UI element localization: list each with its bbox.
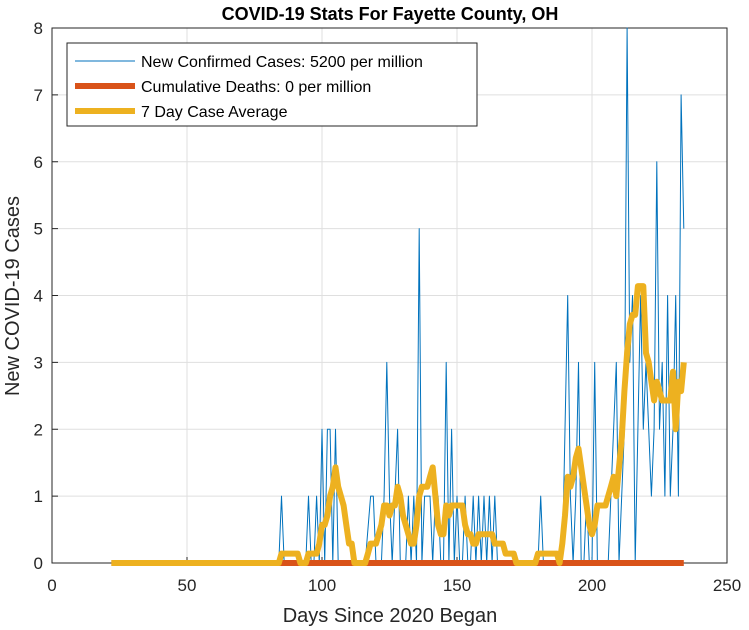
axis-ticks: 0 50 100 150 200 250 0 1 2 3 4 5 6 7 8 bbox=[34, 19, 742, 595]
x-tick-label: 50 bbox=[178, 576, 197, 595]
y-axis-label: New COVID-19 Cases bbox=[2, 196, 24, 396]
x-tick-label: 100 bbox=[308, 576, 336, 595]
x-tick-label: 200 bbox=[578, 576, 606, 595]
y-tick-label: 7 bbox=[34, 86, 43, 105]
series-7-day-case-average bbox=[111, 283, 687, 566]
series-new-confirmed-cases bbox=[111, 27, 685, 564]
legend-label-7-day-average: 7 Day Case Average bbox=[141, 104, 288, 121]
y-tick-label: 0 bbox=[34, 554, 43, 573]
y-tick-label: 6 bbox=[34, 153, 43, 172]
x-tick-label: 0 bbox=[47, 576, 56, 595]
y-tick-label: 1 bbox=[34, 487, 43, 506]
y-tick-label: 2 bbox=[34, 420, 43, 439]
x-tick-label: 150 bbox=[443, 576, 471, 595]
legend-label-new-cases: New Confirmed Cases: 5200 per million bbox=[141, 54, 423, 71]
y-tick-label: 4 bbox=[34, 287, 43, 306]
x-axis-label: Days Since 2020 Began bbox=[283, 605, 498, 627]
chart-title: COVID-19 Stats For Fayette County, OH bbox=[222, 4, 559, 24]
y-tick-label: 8 bbox=[34, 19, 43, 38]
legend: New Confirmed Cases: 5200 per million Cu… bbox=[66, 42, 478, 127]
y-tick-label: 3 bbox=[34, 353, 43, 372]
legend-box bbox=[66, 42, 478, 127]
x-tick-label: 250 bbox=[713, 576, 741, 595]
series-layer bbox=[111, 27, 687, 566]
y-tick-label: 5 bbox=[34, 220, 43, 239]
legend-label-cumulative-deaths: Cumulative Deaths: 0 per million bbox=[141, 79, 371, 96]
